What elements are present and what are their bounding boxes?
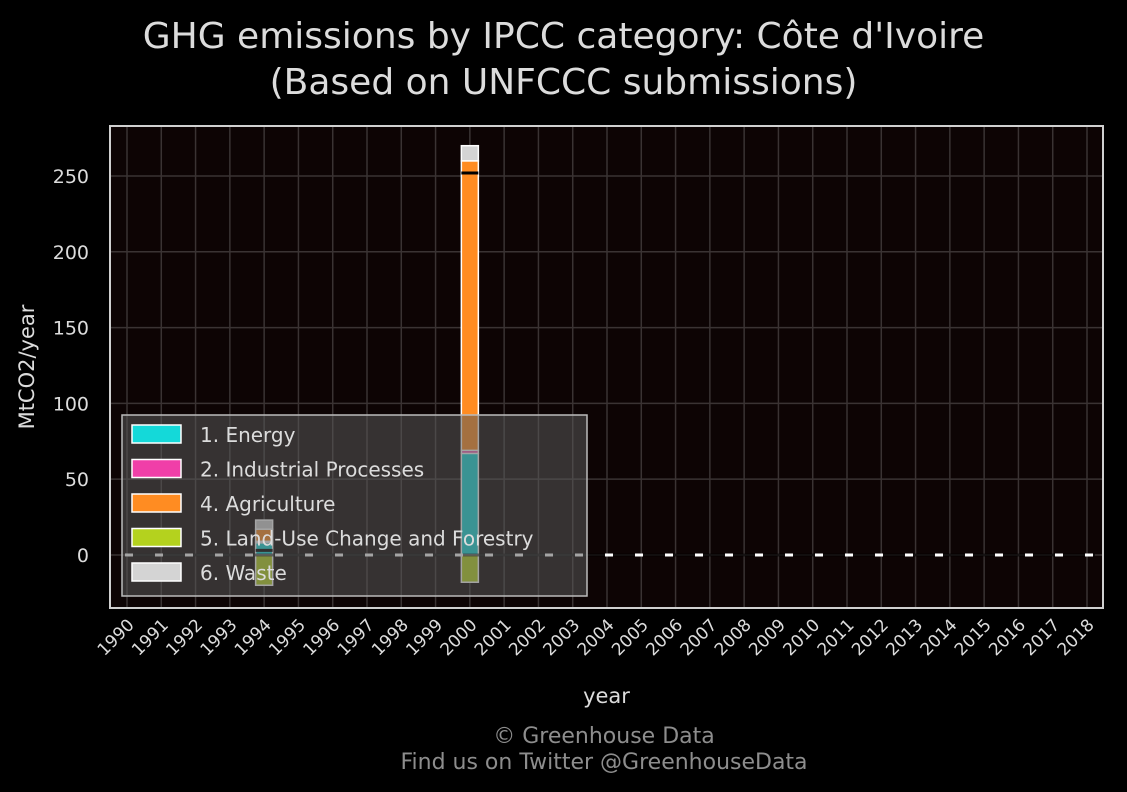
x-tick-label-1995: 1995 bbox=[265, 615, 310, 660]
x-tick-label-2015: 2015 bbox=[951, 615, 996, 660]
y-tick-label-0: 0 bbox=[77, 545, 89, 567]
legend-swatch-1 bbox=[131, 424, 182, 444]
x-tick-label-2008: 2008 bbox=[711, 615, 756, 660]
x-tick-label-2003: 2003 bbox=[540, 615, 585, 660]
legend-label-5: 5. Land-Use Change and Forestry bbox=[200, 527, 534, 551]
x-tick-label-2001: 2001 bbox=[471, 615, 516, 660]
x-tick-label-1991: 1991 bbox=[128, 615, 173, 660]
x-tick-label-2000: 2000 bbox=[437, 615, 482, 660]
legend-label-4: 4. Agriculture bbox=[200, 492, 335, 516]
y-tick-label-200: 200 bbox=[53, 242, 89, 264]
x-tick-label-2006: 2006 bbox=[642, 615, 687, 660]
x-tick-label-2014: 2014 bbox=[917, 615, 962, 660]
x-tick-label-1997: 1997 bbox=[334, 615, 379, 660]
x-tick-label-1992: 1992 bbox=[162, 615, 207, 660]
legend-label-2: 2. Industrial Processes bbox=[200, 458, 424, 482]
legend-swatch-5 bbox=[131, 527, 182, 548]
legend-label-1: 1. Energy bbox=[200, 423, 296, 447]
x-tick-label-2018: 2018 bbox=[1054, 615, 1099, 660]
x-tick-label-2005: 2005 bbox=[608, 615, 653, 660]
y-tick-label-50: 50 bbox=[65, 469, 89, 491]
x-tick-label-2016: 2016 bbox=[985, 615, 1030, 660]
x-tick-label-2010: 2010 bbox=[780, 615, 825, 660]
x-tick-label-2007: 2007 bbox=[677, 615, 722, 660]
footer-twitter: Find us on Twitter @GreenhouseData bbox=[400, 750, 808, 775]
x-tick-label-1996: 1996 bbox=[300, 615, 345, 660]
legend-swatch-6 bbox=[131, 562, 182, 582]
legend-swatch-2 bbox=[131, 458, 182, 479]
y-tick-label-150: 150 bbox=[53, 318, 89, 340]
footer-copyright: © Greenhouse Data bbox=[493, 724, 715, 749]
chart-title: GHG emissions by IPCC category: Côte d'I… bbox=[142, 16, 985, 57]
x-axis-label: year bbox=[583, 684, 630, 708]
x-tick-label-2002: 2002 bbox=[505, 615, 550, 660]
legend-swatch-4 bbox=[131, 493, 182, 513]
bar-2000-4 bbox=[460, 160, 480, 452]
x-tick-label-1993: 1993 bbox=[197, 615, 242, 660]
y-tick-label-100: 100 bbox=[53, 393, 89, 415]
x-tick-label-2017: 2017 bbox=[1020, 615, 1065, 660]
legend-label-6: 6. Waste bbox=[200, 561, 287, 585]
x-tick-label-1999: 1999 bbox=[402, 615, 447, 660]
y-tick-label-250: 250 bbox=[53, 166, 89, 188]
x-tick-label-1990: 1990 bbox=[94, 615, 139, 660]
x-tick-label-2012: 2012 bbox=[848, 615, 893, 660]
x-tick-label-2009: 2009 bbox=[745, 615, 790, 660]
legend-box bbox=[121, 414, 588, 597]
y-axis-label: MtCO2/year bbox=[15, 304, 39, 429]
x-tick-label-1998: 1998 bbox=[368, 615, 413, 660]
plot-frame bbox=[109, 125, 1104, 609]
x-tick-label-2004: 2004 bbox=[574, 615, 619, 660]
x-tick-label-2013: 2013 bbox=[882, 615, 927, 660]
chart-subtitle: (Based on UNFCCC submissions) bbox=[269, 62, 858, 103]
x-tick-label-1994: 1994 bbox=[231, 615, 276, 660]
bar-2000-6 bbox=[460, 144, 480, 162]
x-tick-label-2011: 2011 bbox=[814, 615, 859, 660]
